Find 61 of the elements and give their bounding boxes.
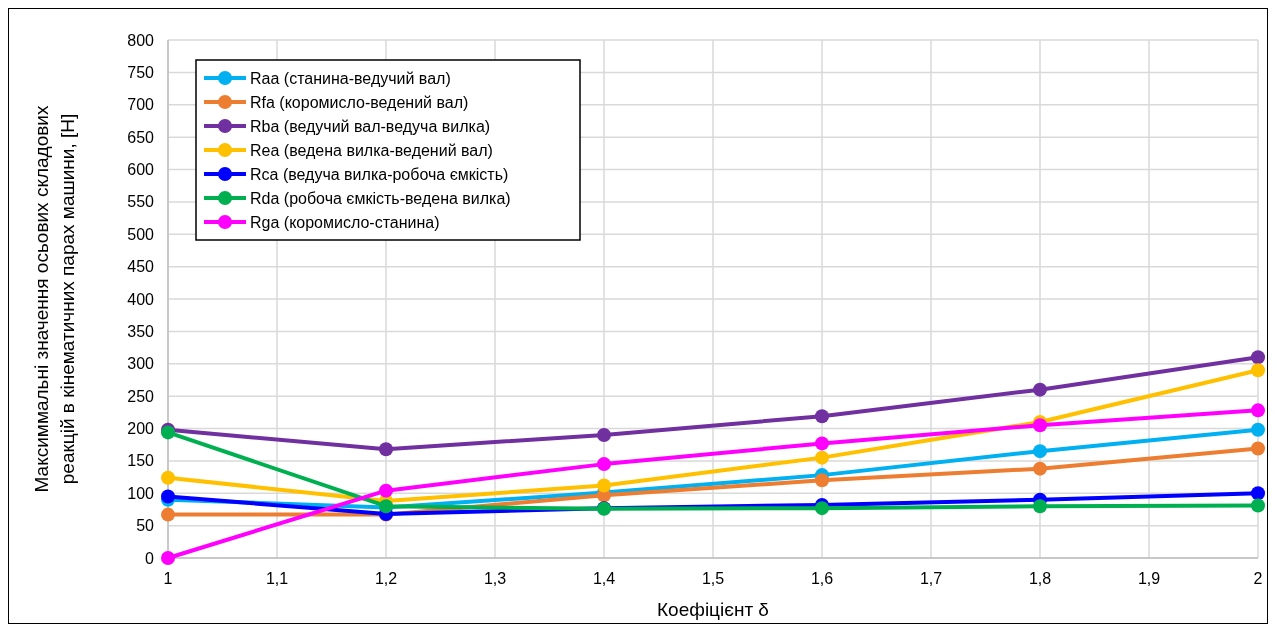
y-tick-label: 650 [127,128,155,146]
x-tick-label: 1,1 [265,570,289,587]
point [161,507,175,522]
point [1033,499,1047,514]
point [161,551,175,565]
point [1251,498,1265,513]
point [379,442,393,457]
point [161,470,175,485]
y-tick-label: 600 [127,161,155,179]
point [1251,422,1265,437]
y-tick-label: 450 [127,258,155,276]
y-tick-label: 250 [127,387,155,405]
y-tick-label: 300 [127,355,155,373]
point [597,457,611,472]
y-tick-label: 200 [127,420,155,438]
point [597,427,611,442]
point [815,409,829,424]
point [815,501,829,516]
point [1251,403,1265,418]
y-tick-label: 100 [127,484,155,502]
x-tick-label: 1,8 [1028,570,1052,587]
point [1251,441,1265,456]
legend-label: Rba (ведучий вал-ведуча вилка) [250,117,491,135]
y-tick-label: 50 [136,517,155,535]
legend-label: Rga (коромисло-станина) [250,213,440,231]
x-axis-title: Коефіцієнт δ [657,599,769,620]
point [815,473,829,488]
x-tick-label: 1,7 [919,570,943,587]
point [1033,382,1047,397]
x-tick-label: 1,6 [810,570,834,587]
legend-label: Rfa (коромисло-ведений вал) [250,93,469,111]
y-tick-label: 750 [127,63,155,81]
x-tick-label: 1,5 [701,570,725,587]
y-tick-label: 150 [127,452,155,470]
x-tick-label: 1,4 [592,570,616,587]
point [1033,461,1047,476]
point [1033,444,1047,459]
y-tick-label: 800 [127,31,155,49]
y-tick-label: 500 [127,225,155,243]
x-tick-label: 1,3 [483,570,507,587]
x-tick-label: 1,2 [374,570,398,587]
point [597,478,611,493]
point [1251,363,1265,378]
point [815,450,829,465]
point [1251,486,1265,501]
x-tick-label: 1,9 [1137,570,1161,587]
legend-label: Rda (робоча ємкість-ведена вилка) [250,189,511,207]
legend-label: Raa (станина-ведучий вал) [250,69,451,87]
legend-label: Rea (ведена вилка-ведений вал) [250,141,493,159]
y-tick-label: 400 [127,290,155,308]
y-tick-label: 550 [127,193,155,211]
x-tick-label: 2 [1253,570,1263,587]
point [815,436,829,451]
point [379,483,393,498]
y-tick-label: 700 [127,96,155,114]
x-tick-label: 1 [163,570,173,587]
point [1251,350,1265,365]
y-tick-label: 0 [145,549,155,567]
y-tick-label: 350 [127,322,155,340]
legend-label: Rca (ведуча вилка-робоча ємкість) [250,165,509,183]
y-axis-title: Максиммальні значення осьових складових реакцій в кінематичних парах машини, [Н] [31,105,78,493]
